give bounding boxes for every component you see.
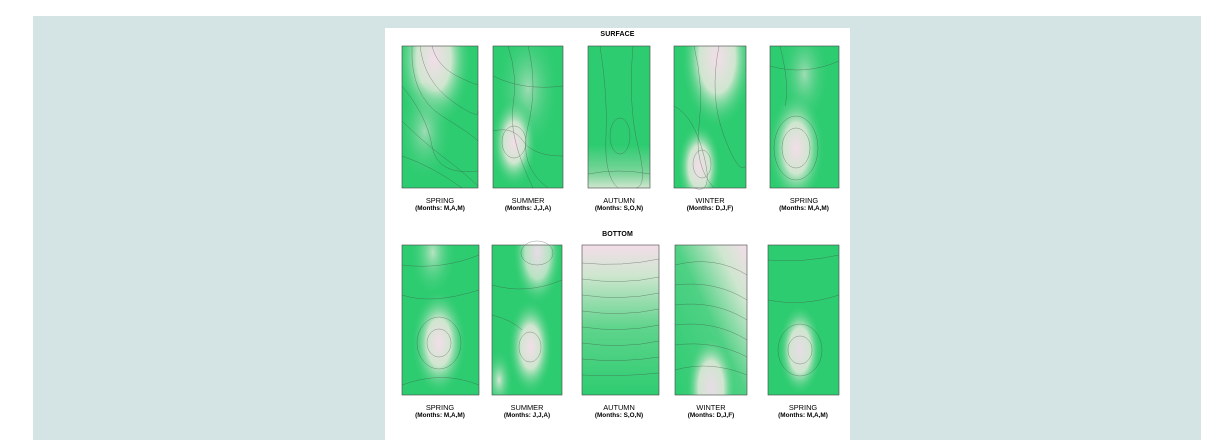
surface-map-summer [492, 45, 564, 189]
surface-caption-summer: SUMMER (Months: J,J,A) [488, 196, 568, 214]
contour-map-figure: SURFACE SPRING (Months: M,A,M) [385, 28, 850, 440]
months-label: (Months: S,O,N) [594, 205, 644, 213]
surface-section-title: SURFACE [600, 31, 635, 38]
months-label: (Months: D,J,F) [687, 412, 735, 420]
surface-caption-spring-2: SPRING (Months: M,A,M) [764, 196, 844, 214]
months-label: (Months: D,J,F) [686, 205, 734, 213]
bottom-caption-spring-2: SPRING (Months: M,A,M) [763, 403, 843, 421]
months-label: (Months: M,A,M) [778, 412, 828, 420]
surface-caption-spring: SPRING (Months: M,A,M) [400, 196, 480, 214]
bottom-caption-winter: WINTER (Months: D,J,F) [671, 403, 751, 421]
bottom-caption-autumn: AUTUMN (Months: S,O,N) [579, 403, 659, 421]
bottom-map-spring [401, 244, 480, 396]
bottom-map-winter [674, 244, 748, 396]
season-label: WINTER [695, 196, 725, 205]
season-label: SUMMER [511, 196, 545, 205]
season-label: WINTER [696, 403, 726, 412]
content-panel: SURFACE SPRING (Months: M,A,M) [33, 16, 1201, 440]
season-label: SPRING [425, 196, 455, 205]
months-label: (Months: M,A,M) [415, 205, 465, 213]
months-label: (Months: M,A,M) [415, 412, 465, 420]
surface-caption-autumn: AUTUMN (Months: S,O,N) [579, 196, 659, 214]
surface-caption-winter: WINTER (Months: D,J,F) [670, 196, 750, 214]
bottom-section-title: BOTTOM [602, 231, 633, 238]
bottom-map-spring-2 [767, 244, 840, 396]
season-label: AUTUMN [603, 403, 635, 412]
bottom-map-autumn [581, 244, 660, 396]
bottom-caption-spring: SPRING (Months: M,A,M) [400, 403, 480, 421]
months-label: (Months: S,O,N) [594, 412, 644, 420]
months-label: (Months: M,A,M) [779, 205, 829, 213]
season-label: AUTUMN [603, 196, 635, 205]
months-label: (Months: J,J,A) [504, 205, 552, 213]
surface-map-autumn [587, 45, 651, 189]
months-label: (Months: J,J,A) [503, 412, 551, 420]
surface-map-spring-2 [769, 45, 840, 189]
season-label: SPRING [425, 403, 455, 412]
bottom-map-summer [491, 240, 563, 396]
surface-map-winter [673, 45, 747, 190]
bottom-caption-summer: SUMMER (Months: J,J,A) [487, 403, 567, 421]
season-label: SPRING [788, 403, 818, 412]
season-label: SUMMER [510, 403, 544, 412]
season-label: SPRING [789, 196, 819, 205]
surface-map-spring [401, 45, 479, 189]
